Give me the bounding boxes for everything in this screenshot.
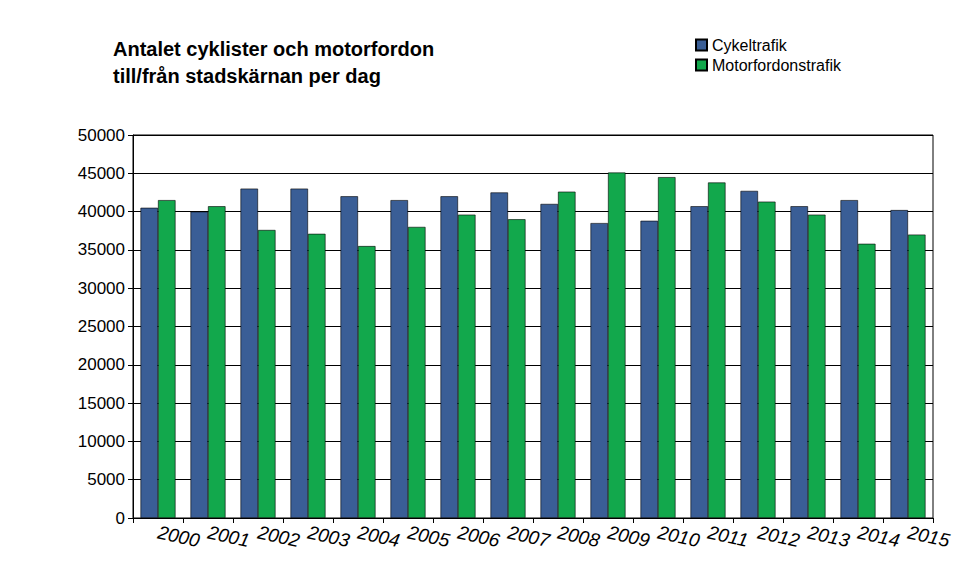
svg-text:till/från stadskärnan per dag: till/från stadskärnan per dag [113, 65, 381, 87]
svg-text:2009: 2009 [605, 522, 652, 552]
svg-text:2001: 2001 [205, 522, 252, 552]
svg-text:2007: 2007 [505, 522, 553, 552]
svg-text:2012: 2012 [755, 522, 802, 552]
svg-text:2005: 2005 [405, 522, 452, 552]
svg-text:Antalet cyklister och motorfor: Antalet cyklister och motorfordon [113, 38, 434, 60]
svg-text:2006: 2006 [455, 522, 502, 552]
svg-text:30000: 30000 [78, 279, 125, 298]
svg-text:35000: 35000 [78, 240, 125, 259]
svg-text:40000: 40000 [78, 202, 125, 221]
svg-text:2011: 2011 [705, 522, 750, 551]
svg-text:2008: 2008 [555, 522, 602, 552]
svg-text:Motorfordonstrafik: Motorfordonstrafik [712, 57, 842, 74]
svg-text:2004: 2004 [355, 522, 402, 552]
svg-text:2015: 2015 [905, 522, 952, 552]
svg-text:2013: 2013 [805, 522, 852, 552]
svg-text:2002: 2002 [255, 522, 302, 552]
svg-text:10000: 10000 [78, 432, 125, 451]
svg-text:2014: 2014 [855, 522, 902, 552]
svg-text:50000: 50000 [78, 126, 125, 145]
svg-text:45000: 45000 [78, 164, 125, 183]
svg-text:2003: 2003 [305, 522, 352, 552]
svg-text:25000: 25000 [78, 317, 125, 336]
svg-text:2010: 2010 [655, 522, 702, 552]
svg-text:Cykeltrafik: Cykeltrafik [712, 37, 788, 54]
svg-text:2000: 2000 [155, 522, 202, 552]
svg-text:20000: 20000 [78, 355, 125, 374]
svg-text:5000: 5000 [87, 470, 125, 489]
svg-text:15000: 15000 [78, 394, 125, 413]
svg-text:0: 0 [116, 509, 125, 528]
